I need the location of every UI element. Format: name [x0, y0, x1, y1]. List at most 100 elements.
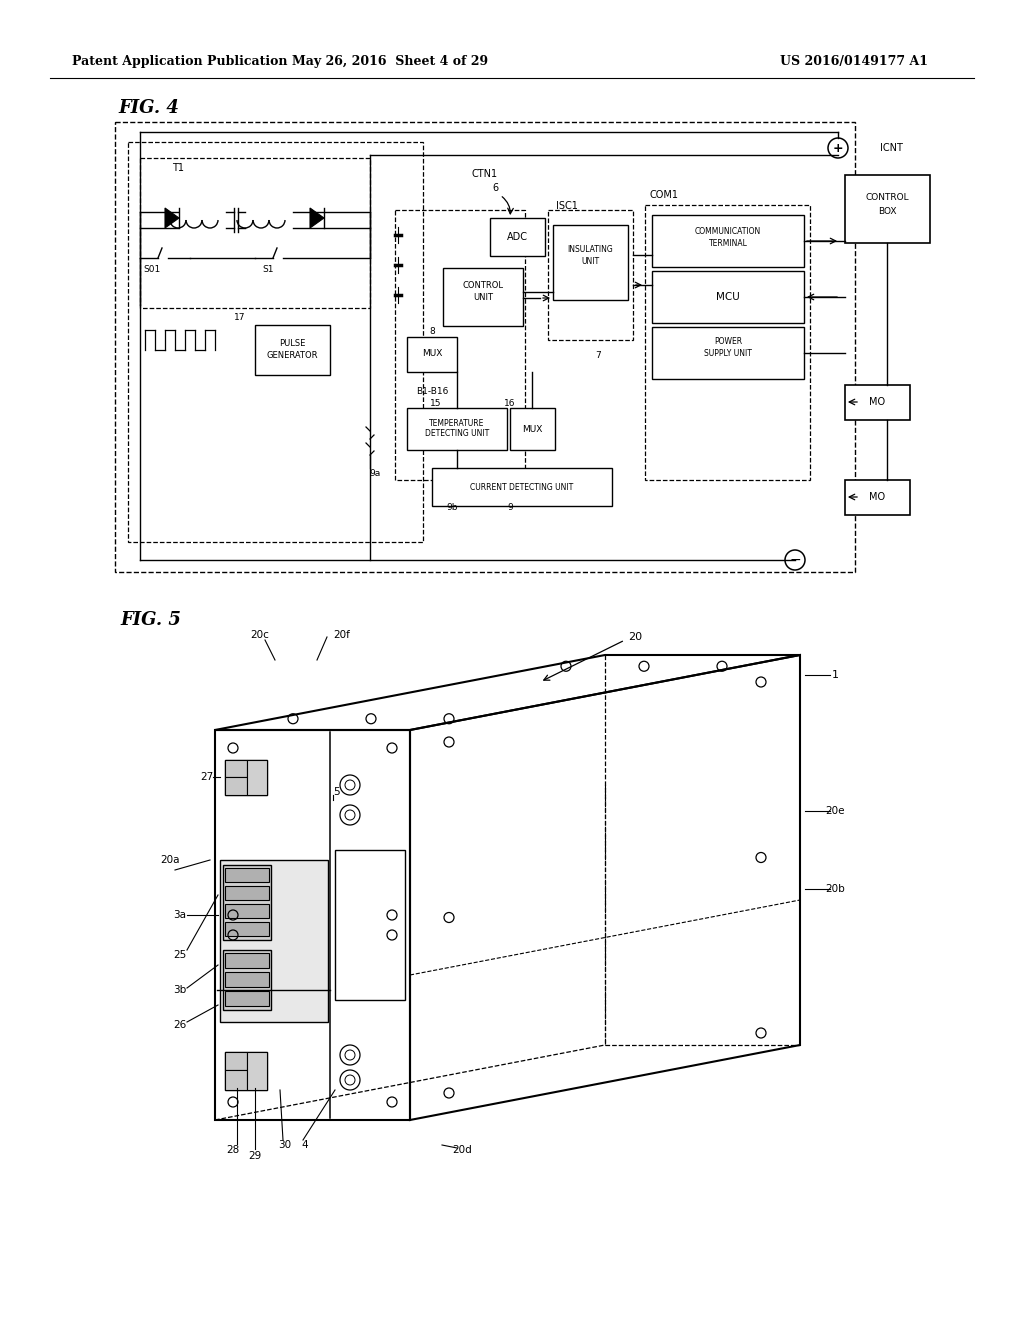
Bar	[225, 760, 267, 795]
Text: 20f: 20f	[334, 630, 350, 640]
Text: ISC1: ISC1	[556, 201, 578, 211]
Text: May 26, 2016  Sheet 4 of 29: May 26, 2016 Sheet 4 of 29	[292, 55, 488, 69]
Text: FIG. 4: FIG. 4	[118, 99, 179, 117]
Text: 20a: 20a	[160, 855, 180, 865]
Bar	[225, 1052, 247, 1071]
Bar	[407, 408, 507, 450]
Text: 25: 25	[173, 950, 186, 960]
Bar	[432, 469, 612, 506]
Bar	[652, 327, 804, 379]
Text: UNIT: UNIT	[473, 293, 493, 301]
Text: COMMUNICATION: COMMUNICATION	[695, 227, 761, 236]
Text: 27: 27	[201, 772, 214, 781]
Bar	[490, 218, 545, 256]
Text: 5: 5	[334, 787, 340, 797]
Text: CONTROL: CONTROL	[865, 194, 909, 202]
Bar	[140, 158, 370, 308]
Text: B1-B16: B1-B16	[416, 388, 449, 396]
Bar	[225, 972, 269, 987]
Bar	[845, 176, 930, 243]
Text: FIG. 5: FIG. 5	[120, 611, 181, 630]
Bar	[225, 760, 247, 777]
Text: SUPPLY UNIT: SUPPLY UNIT	[705, 350, 752, 359]
Text: MUX: MUX	[422, 350, 442, 359]
Text: ICNT: ICNT	[880, 143, 903, 153]
Bar	[845, 385, 910, 420]
Text: S1: S1	[262, 265, 273, 275]
Text: 9b: 9b	[446, 503, 458, 512]
Bar	[652, 271, 804, 323]
Text: 4: 4	[302, 1140, 308, 1150]
Bar	[247, 760, 267, 795]
Text: MO: MO	[869, 492, 885, 502]
Text: POWER: POWER	[714, 338, 742, 346]
Polygon shape	[310, 209, 324, 228]
Text: ADC: ADC	[507, 232, 527, 242]
Bar	[225, 1052, 267, 1090]
Bar	[223, 865, 271, 940]
Text: 3a: 3a	[173, 909, 186, 920]
Text: CTN1: CTN1	[472, 169, 498, 180]
Text: 20b: 20b	[825, 884, 845, 894]
Text: +: +	[833, 141, 844, 154]
Bar	[395, 210, 525, 480]
Text: MO: MO	[869, 397, 885, 407]
Bar	[225, 921, 269, 936]
Text: GENERATOR: GENERATOR	[266, 351, 317, 360]
Text: Patent Application Publication: Patent Application Publication	[72, 55, 288, 69]
Text: 20d: 20d	[453, 1144, 472, 1155]
Text: S01: S01	[143, 265, 161, 275]
Text: 8: 8	[429, 327, 435, 337]
Text: DETECTING UNIT: DETECTING UNIT	[425, 429, 489, 438]
Text: INSULATING: INSULATING	[567, 246, 613, 255]
Text: TERMINAL: TERMINAL	[709, 239, 748, 248]
Text: 6: 6	[492, 183, 498, 193]
Text: 26: 26	[173, 1020, 186, 1030]
Bar	[225, 777, 247, 795]
Text: 20: 20	[628, 632, 642, 642]
Bar	[645, 205, 810, 480]
Bar	[247, 1052, 267, 1090]
Text: PULSE: PULSE	[279, 338, 305, 347]
Bar	[335, 850, 406, 1001]
Text: TEMPERATURE: TEMPERATURE	[429, 418, 484, 428]
Text: 1: 1	[831, 671, 839, 680]
Bar	[548, 210, 633, 341]
Text: 7: 7	[595, 351, 601, 359]
Text: BOX: BOX	[878, 207, 896, 216]
Bar	[220, 861, 328, 1022]
Bar	[510, 408, 555, 450]
Text: 15: 15	[430, 400, 441, 408]
Bar	[652, 215, 804, 267]
Text: 3b: 3b	[173, 985, 186, 995]
Text: 9: 9	[507, 503, 513, 512]
Text: 9a: 9a	[370, 469, 381, 478]
Bar	[225, 869, 269, 882]
Bar	[845, 480, 910, 515]
Bar	[128, 143, 423, 543]
Text: 17: 17	[234, 314, 246, 322]
Text: CONTROL: CONTROL	[463, 281, 504, 289]
Bar	[553, 224, 628, 300]
Bar	[115, 121, 855, 572]
Text: COM1: COM1	[650, 190, 679, 201]
Text: −: −	[790, 553, 801, 568]
Text: CURRENT DETECTING UNIT: CURRENT DETECTING UNIT	[470, 483, 573, 491]
Text: T1: T1	[172, 162, 184, 173]
Polygon shape	[165, 209, 179, 228]
Text: 29: 29	[249, 1151, 261, 1162]
Bar	[225, 1071, 247, 1090]
Bar	[225, 904, 269, 917]
Bar	[225, 991, 269, 1006]
Text: MCU: MCU	[716, 292, 740, 302]
Text: US 2016/0149177 A1: US 2016/0149177 A1	[780, 55, 928, 69]
Text: 20e: 20e	[825, 807, 845, 816]
Bar	[443, 268, 523, 326]
Bar	[407, 337, 457, 372]
Text: 30: 30	[279, 1140, 292, 1150]
Text: 16: 16	[504, 400, 516, 408]
Text: 28: 28	[226, 1144, 240, 1155]
Text: 20c: 20c	[251, 630, 269, 640]
Bar	[223, 950, 271, 1010]
Text: UNIT: UNIT	[581, 257, 599, 267]
